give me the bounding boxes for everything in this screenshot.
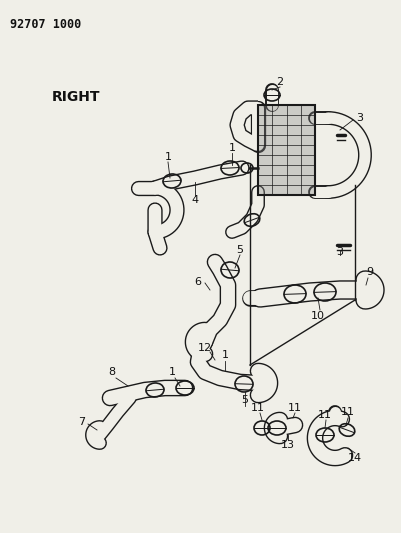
Text: RIGHT: RIGHT (52, 90, 101, 104)
Text: 13: 13 (281, 440, 295, 450)
Text: 3: 3 (356, 113, 363, 123)
Text: 12: 12 (198, 343, 212, 353)
Text: 3: 3 (336, 247, 344, 257)
Text: 5: 5 (241, 395, 249, 405)
Text: 1: 1 (229, 143, 235, 153)
Text: 9: 9 (367, 267, 374, 277)
Text: 14: 14 (348, 453, 362, 463)
Text: 11: 11 (251, 403, 265, 413)
Text: 4: 4 (191, 195, 198, 205)
Bar (258, 105, 315, 195)
Text: 8: 8 (108, 367, 115, 377)
Text: 1: 1 (168, 367, 176, 377)
Text: 1: 1 (164, 152, 172, 162)
Text: 6: 6 (194, 277, 201, 287)
Text: 10: 10 (311, 311, 325, 321)
Text: 92707 1000: 92707 1000 (10, 18, 81, 31)
Text: 11: 11 (288, 403, 302, 413)
Text: 1: 1 (221, 350, 229, 360)
Text: 5: 5 (237, 245, 243, 255)
Text: 2: 2 (276, 77, 284, 87)
Text: 11: 11 (341, 407, 355, 417)
Text: 7: 7 (79, 417, 85, 427)
Text: 11: 11 (318, 410, 332, 420)
Bar (259, 106, 314, 194)
